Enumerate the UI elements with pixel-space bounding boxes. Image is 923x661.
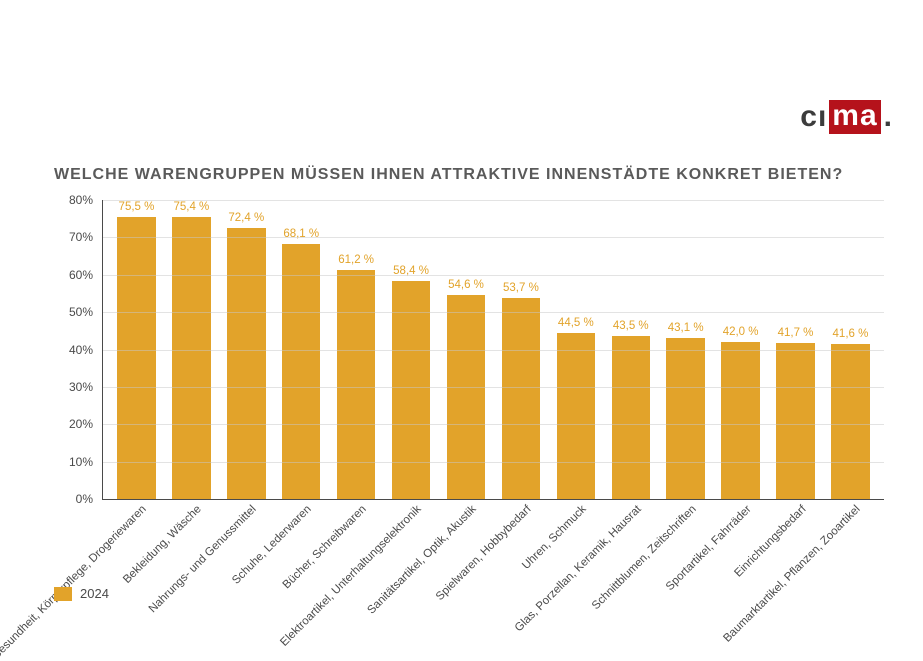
bar-value-label: 61,2 % [338, 254, 374, 266]
y-tick-label: 0% [55, 492, 93, 506]
x-tick-label: Nahrungs- und Genussmittel [147, 503, 259, 615]
logo-text-ci: cı [800, 100, 827, 134]
bar [227, 228, 265, 499]
logo-text-ma: ma [829, 100, 880, 134]
bar [557, 333, 595, 499]
page-root: cı ma . WELCHE WARENGRUPPEN MÜSSEN IHNEN… [0, 0, 923, 661]
bar-value-label: 72,4 % [228, 212, 264, 224]
bar-value-label: 68,1 % [283, 228, 319, 240]
bar [337, 270, 375, 499]
bar [831, 344, 869, 499]
y-tick-label: 60% [55, 268, 93, 282]
bar [392, 281, 430, 499]
gridline [103, 237, 884, 238]
bar-value-label: 44,5 % [558, 317, 594, 329]
bar [721, 342, 759, 499]
bar [502, 298, 540, 499]
y-tick-label: 30% [55, 380, 93, 394]
brand-logo: cı ma . [800, 100, 893, 134]
gridline [103, 312, 884, 313]
bar-value-label: 75,5 % [119, 201, 155, 213]
bar-value-label: 43,1 % [668, 322, 704, 334]
bar [117, 217, 155, 499]
y-tick-label: 70% [55, 230, 93, 244]
y-tick-label: 20% [55, 417, 93, 431]
gridline [103, 387, 884, 388]
plot-area: 75,5 %Gesundheit, Körperpflege, Drogerie… [102, 200, 884, 500]
y-tick-label: 40% [55, 343, 93, 357]
logo-dot: . [884, 100, 893, 134]
gridline [103, 275, 884, 276]
bar-value-label: 53,7 % [503, 282, 539, 294]
gridline [103, 350, 884, 351]
y-tick-label: 10% [55, 455, 93, 469]
x-tick-label: Spielwaren, Hobbybedarf [434, 503, 534, 603]
bar-value-label: 75,4 % [173, 201, 209, 213]
legend-swatch [54, 587, 72, 601]
gridline [103, 462, 884, 463]
legend-label: 2024 [80, 586, 109, 601]
legend: 2024 [54, 586, 109, 601]
x-tick-label: Sanitätsartikel, Optik, Akustik [365, 503, 478, 616]
y-tick-label: 80% [55, 193, 93, 207]
bar-value-label: 54,6 % [448, 279, 484, 291]
bar-chart: 75,5 %Gesundheit, Körperpflege, Drogerie… [54, 200, 884, 540]
bar [776, 343, 814, 499]
bar-value-label: 41,7 % [778, 327, 814, 339]
bar [447, 295, 485, 499]
gridline [103, 424, 884, 425]
bar-value-label: 41,6 % [833, 328, 869, 340]
x-tick-label: Schnittblumen, Zeitschriften [590, 503, 699, 612]
gridline [103, 200, 884, 201]
y-tick-label: 50% [55, 305, 93, 319]
bar [172, 217, 210, 499]
bar [666, 338, 704, 499]
bar-value-label: 42,0 % [723, 326, 759, 338]
bar [612, 336, 650, 499]
chart-title: WELCHE WARENGRUPPEN MÜSSEN IHNEN ATTRAKT… [54, 166, 843, 184]
bar-value-label: 43,5 % [613, 320, 649, 332]
